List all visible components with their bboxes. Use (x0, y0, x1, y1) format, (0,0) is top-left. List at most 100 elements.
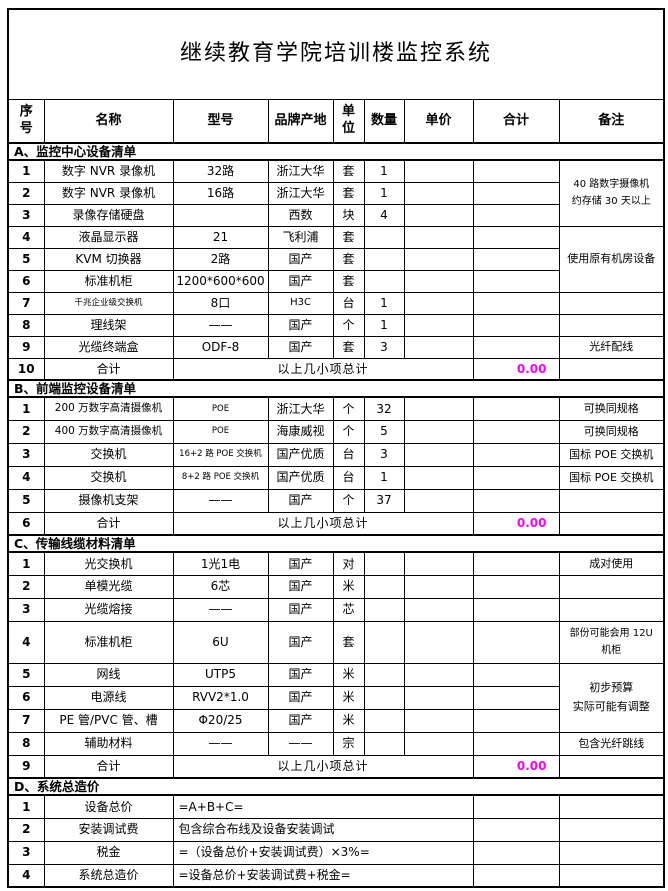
cell-brand: 国产优质 (267, 442, 334, 467)
cell-unit: 块 (332, 203, 365, 227)
cell-name: PE 管/PVC 管、槽 (43, 708, 174, 733)
cell-remark: 初步预算 实际可能有调整 (558, 662, 665, 733)
cell-name: 理线架 (43, 313, 174, 337)
cell-model: —— (172, 488, 269, 513)
cell-remark: 可换同规格 (558, 419, 665, 444)
title-row: 继续教育学院培训楼监控系统 (7, 8, 665, 100)
cell-model: RVV2*1.0 (172, 685, 269, 710)
cell-serial: 7 (7, 708, 45, 733)
cell-unit-price (403, 291, 474, 315)
cell-qty: 1 (363, 465, 405, 490)
cell-brand: 国产 (267, 269, 334, 293)
cell-unit-price (403, 247, 474, 271)
cell-total (472, 291, 560, 315)
cell-model: POE (172, 396, 269, 421)
cell-brand: 国产 (267, 551, 334, 576)
cell-unit: 米 (332, 708, 365, 733)
cell-serial: 7 (7, 291, 45, 315)
cell-serial: 2 (7, 181, 45, 205)
cell-remark (558, 754, 665, 779)
cell-unit: 套 (332, 620, 365, 664)
cell-unit: 宗 (332, 731, 365, 756)
cell-unit: 个 (332, 488, 365, 513)
cell-unit-price (403, 488, 474, 513)
cell-remark: 部份可能会用 12U 机柜 (558, 620, 665, 664)
cell-total (472, 597, 560, 622)
cell-model: —— (172, 597, 269, 622)
cell-model: 8口 (172, 291, 269, 315)
col-header-model: 型号 (172, 98, 269, 144)
cell-name: 安装调试费 (43, 817, 174, 842)
cell-serial: 5 (7, 247, 45, 271)
cell-model: —— (172, 731, 269, 756)
cell-desc: =设备总价+安装调试费+税金= (172, 863, 474, 888)
table-row: 8 理线架 —— 国产 个 1 (7, 313, 665, 337)
cell-remark: 40 路数字摄像机 约存储 30 天以上 (558, 159, 665, 227)
section-title: A、监控中心设备清单 (7, 142, 665, 161)
cell-serial: 5 (7, 488, 45, 513)
cell-unit: 芯 (332, 597, 365, 622)
cell-serial: 4 (7, 863, 45, 888)
cell-desc: =A+B+C= (172, 794, 474, 819)
cell-serial: 6 (7, 685, 45, 710)
table-row: 5 摄像机支架 —— 国产 个 37 (7, 488, 665, 513)
cell-brand: H3C (267, 291, 334, 315)
cell-brand: 国产优质 (267, 465, 334, 490)
cell-name: 设备总价 (43, 794, 174, 819)
cell-brand: —— (267, 731, 334, 756)
cell-name: 数字 NVR 录像机 (43, 181, 174, 205)
cell-unit: 套 (332, 159, 365, 183)
section-title: C、传输线缆材料清单 (7, 534, 665, 553)
cell-brand: 飞利浦 (267, 225, 334, 249)
cell-unit: 个 (332, 396, 365, 421)
table-row: 7 千兆企业级交换机 8口 H3C 台 1 (7, 291, 665, 315)
cell-remark (558, 794, 665, 819)
cell-brand: 浙江大华 (267, 396, 334, 421)
cell-remark (558, 511, 665, 536)
cell-name: 光交换机 (43, 551, 174, 576)
cell-remark (558, 817, 665, 842)
cell-model: POE (172, 419, 269, 444)
table-row: 6 标准机柜 1200*600*600 国产 套 (7, 269, 664, 293)
cell-unit-price (403, 335, 474, 359)
cell-qty (363, 620, 405, 664)
cell-unit: 对 (332, 551, 365, 576)
cell-serial: 4 (7, 620, 45, 664)
section-title: D、系统总造价 (7, 777, 665, 796)
col-header-serial: 序号 (7, 98, 45, 144)
cell-unit-price (403, 419, 474, 444)
cell-name: 单模光缆 (43, 574, 174, 599)
section-title: B、前端监控设备清单 (7, 379, 665, 398)
cell-qty: 5 (363, 419, 405, 444)
cell-unit: 套 (332, 247, 365, 271)
cell-qty (363, 685, 405, 710)
cell-serial: 1 (7, 159, 45, 183)
cell-model: 16+2 路 POE 交换机 (172, 442, 269, 467)
table-row: 5 网线 UTP5 国产 米 初步预算 实际可能有调整 (7, 662, 665, 733)
sum-row: 10 合计 以上几小项总计 0.00 (7, 357, 665, 381)
cell-model: 16路 (172, 181, 269, 205)
table-row: 8 辅助材料 —— —— 宗 包含光纤跳线 (7, 731, 665, 756)
cell-model: 21 (172, 225, 269, 249)
cell-total (472, 181, 560, 205)
table-row: 7 PE 管/PVC 管、槽 Φ20/25 国产 米 (7, 708, 664, 733)
cell-total (472, 488, 560, 513)
cell-name: 200 万数字高清摄像机 (43, 396, 174, 421)
cell-model: 6芯 (172, 574, 269, 599)
cell-serial: 5 (7, 662, 45, 687)
cell-remark (558, 357, 665, 381)
cell-serial: 6 (7, 511, 45, 536)
cell-serial: 8 (7, 731, 45, 756)
table-row: 4 标准机柜 6U 国产 套 部份可能会用 12U 机柜 (7, 620, 665, 664)
cell-name: 交换机 (43, 465, 174, 490)
table-row: 3 录像存储硬盘 西数 块 4 (7, 203, 664, 227)
cell-unit-price (403, 597, 474, 622)
cell-serial: 10 (7, 357, 45, 381)
cell-total (472, 247, 560, 271)
cell-model: Φ20/25 (172, 708, 269, 733)
section-header-d: D、系统总造价 (7, 777, 665, 796)
cell-total (472, 794, 560, 819)
cell-name: 光缆熔接 (43, 597, 174, 622)
cell-remark: 成对使用 (558, 551, 665, 576)
cell-remark: 使用原有机房设备 (558, 225, 665, 293)
